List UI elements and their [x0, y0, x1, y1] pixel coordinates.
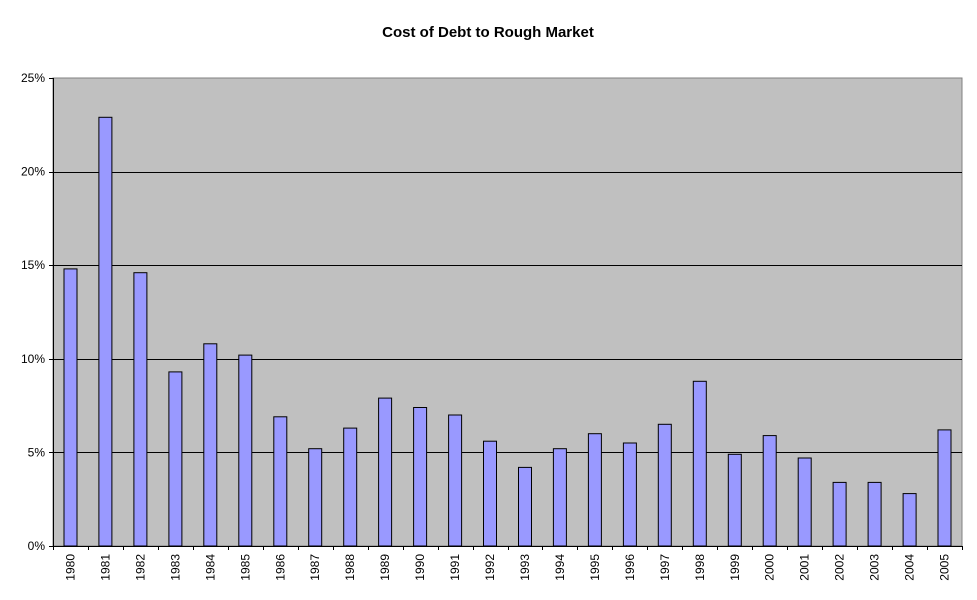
bar-1992: [483, 440, 497, 547]
y-tick-label: 25%: [21, 71, 45, 85]
bar-1990: [413, 407, 428, 547]
x-tick-label-1996: 1996: [623, 554, 637, 581]
chart-title: Cost of Debt to Rough Market: [382, 24, 594, 41]
x-tick-label-1995: 1995: [588, 554, 602, 581]
bar-1985: [238, 354, 253, 547]
y-tick-label: 15%: [21, 258, 45, 272]
x-tick-label-1981: 1981: [98, 554, 112, 581]
x-tick-label-1986: 1986: [273, 554, 287, 581]
bar-1984: [203, 343, 218, 547]
x-tick-label-1982: 1982: [133, 554, 147, 581]
bar-2005: [937, 429, 952, 547]
bar-2002: [832, 481, 847, 547]
bar-1998: [692, 380, 707, 547]
bar-2004: [902, 493, 917, 547]
bars: [63, 116, 952, 547]
bar-1989: [378, 397, 393, 547]
x-tick-label-1984: 1984: [203, 554, 217, 581]
x-tick-label-1991: 1991: [448, 554, 462, 581]
bar-2001: [797, 457, 812, 547]
axes: [49, 78, 963, 550]
x-tick-labels: 1980 1981 1982 1983 1984 1985 1986 1987 1988 1989…: [64, 554, 952, 581]
x-tick-label-2002: 2002: [833, 554, 847, 581]
x-tick-label-1997: 1997: [658, 554, 672, 581]
bar-1991: [448, 414, 463, 547]
bar-2000: [762, 435, 777, 547]
bar-2003: [867, 481, 882, 547]
bar-1996: [622, 442, 637, 547]
x-tick-label-2001: 2001: [798, 554, 812, 581]
bar-1988: [343, 427, 358, 547]
x-tick-label-1983: 1983: [168, 554, 182, 581]
x-tick-label-1999: 1999: [728, 554, 742, 581]
x-tick-label-1992: 1992: [483, 554, 497, 581]
bar-1982: [133, 272, 148, 547]
y-tick-labels: 0% 5% 10% 15% 20% 25%: [21, 71, 45, 553]
x-tick-label-2004: 2004: [903, 554, 917, 581]
bar-1995: [587, 433, 602, 547]
plot-area: [52, 77, 963, 547]
y-tick-label: 10%: [21, 352, 45, 366]
x-tick-label-1989: 1989: [378, 554, 392, 581]
bar-1981: [98, 116, 113, 547]
y-tick-label: 20%: [21, 165, 45, 179]
bar-1987: [308, 448, 323, 547]
bar-1983: [168, 371, 183, 547]
bar-1980: [63, 268, 78, 547]
x-tick-label-2003: 2003: [868, 554, 882, 581]
x-tick-label-1994: 1994: [553, 554, 567, 581]
bar-1994: [552, 448, 567, 547]
x-tick-label-1993: 1993: [518, 554, 532, 581]
x-tick-label-1990: 1990: [413, 554, 427, 581]
x-tick-label-1980: 1980: [64, 554, 78, 581]
y-tick-label: 5%: [28, 445, 46, 459]
x-tick-label-1985: 1985: [238, 554, 252, 581]
bar-1986: [273, 416, 288, 547]
x-tick-label-1988: 1988: [343, 554, 357, 581]
x-tick-label-1998: 1998: [693, 554, 707, 581]
x-tick-label-1987: 1987: [308, 554, 322, 581]
bar-1997: [657, 423, 672, 547]
bar-1993: [518, 466, 532, 547]
x-tick-label-2005: 2005: [938, 554, 952, 581]
bar-1999: [727, 453, 742, 547]
y-tick-label: 0%: [28, 539, 46, 553]
x-tick-label-2000: 2000: [763, 554, 777, 581]
